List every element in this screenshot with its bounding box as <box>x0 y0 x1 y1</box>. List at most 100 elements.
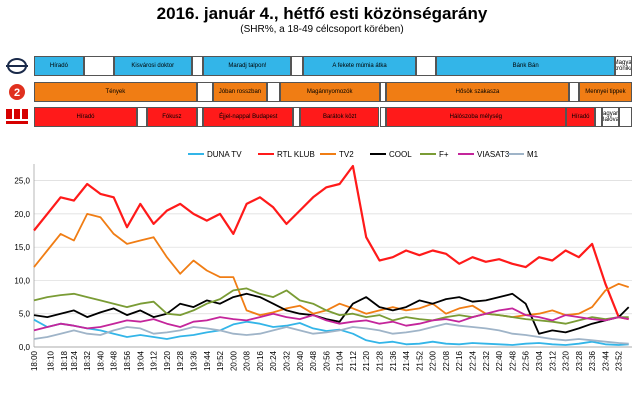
series-line-f- <box>33 287 629 325</box>
legend-label: TV2 <box>339 150 354 159</box>
m1-program-9: Magyar krónika <box>615 56 632 76</box>
x-tick-label: 21:20 <box>362 350 371 371</box>
x-tick-label: 19:28 <box>176 350 185 371</box>
legend-label: VIASAT3 <box>477 150 510 159</box>
x-tick-label: 18:10 <box>47 350 56 371</box>
rtl-logo-icon <box>6 109 28 124</box>
x-tick-label: 23:20 <box>562 350 571 371</box>
rtl-program-4: Éjjel-nappal Budapest <box>203 107 294 127</box>
chart-title: 2016. január 4., hétfő esti közönségarán… <box>156 4 488 23</box>
chart-subtitle: (SHR%, a 18-49 célcsoport körében) <box>240 24 404 35</box>
x-tick-label: 23:12 <box>548 350 557 371</box>
x-tick-label: 21:44 <box>402 350 411 371</box>
tv2-program-3 <box>266 82 280 102</box>
x-tick-label: 22:56 <box>522 350 531 371</box>
rtl-program-9: Híradó <box>565 107 596 127</box>
legend-label: M1 <box>527 150 539 159</box>
x-tick-label: 19:36 <box>189 350 198 371</box>
x-tick-label: 22:32 <box>482 350 491 371</box>
tv2-program-8: Mennyei tippek <box>578 82 632 102</box>
m1-program-5 <box>291 56 304 76</box>
tv2-program-0: Tények <box>34 82 197 102</box>
x-tick-label: 21:28 <box>376 350 385 371</box>
x-tick-label: 23:04 <box>535 350 544 371</box>
series-lines <box>33 164 630 346</box>
rtl-program-11: Magyarul Balóval <box>602 107 619 127</box>
x-tick-label: 23:44 <box>601 350 610 371</box>
y-axis: 0,0 5,0 10,0 15,0 20,0 25,0 <box>14 164 35 352</box>
tv2-program-6: Hősök szakasza <box>386 82 569 102</box>
series-line-rtl-klub <box>33 164 629 321</box>
x-tick-label: 21:52 <box>415 350 424 371</box>
rtl-program-8: Hálószoba mélység <box>386 107 566 127</box>
x-tick-label: 22:48 <box>508 350 517 371</box>
x-tick-label: 18:40 <box>96 350 105 371</box>
x-tick-label: 19:04 <box>136 350 145 371</box>
x-tick-label: 18:00 <box>30 350 39 371</box>
m1-logo-icon <box>6 58 28 74</box>
x-tick-label: 21:36 <box>389 350 398 371</box>
m1-program-4: Maradj talpon! <box>203 56 292 76</box>
m1-program-3 <box>191 56 204 76</box>
series-line-tv2 <box>33 213 629 319</box>
tv2-program-2: Jóban rosszban <box>213 82 267 102</box>
m1-program-6: A fekete múmia átka <box>303 56 417 76</box>
m1-program-7 <box>416 56 436 76</box>
tv2-program-4: Magánnyomozók <box>279 82 380 102</box>
series-line-duna-tv <box>33 318 629 346</box>
x-tick-label: 18:18 <box>60 350 69 371</box>
x-tick-label: 21:12 <box>349 350 358 371</box>
rtl-schedule-row: Híradó Fókusz Éjjel-nappal Budapest Barátok… <box>34 107 632 127</box>
tv2-program-7 <box>568 82 579 102</box>
x-tick-label: 20:40 <box>296 350 305 371</box>
m1-program-1 <box>83 56 114 76</box>
x-tick-label: 22:16 <box>455 350 464 371</box>
x-tick-label: 18:48 <box>110 350 119 371</box>
y-tick-label: 5,0 <box>19 310 31 319</box>
x-tick-label: 20:56 <box>322 350 331 371</box>
x-tick-label: 20:00 <box>229 350 238 371</box>
x-tick-label: 22:08 <box>442 350 451 371</box>
rtl-program-6: Barátok közt <box>299 107 380 127</box>
chart-legend: DUNA TV RTL KLUB TV2 COOL F+ VIASAT3 M1 <box>188 150 539 159</box>
rtl-program-2: Fókusz <box>146 107 197 127</box>
tv2-program-5 <box>379 82 387 102</box>
x-tick-label: 20:24 <box>269 350 278 371</box>
audience-share-chart: 0,05,010,015,020,025,0 18:00 18:10 18:18 18… <box>14 150 632 371</box>
rtl-program-10 <box>595 107 603 127</box>
y-tick-label: 0,0 <box>19 343 31 352</box>
x-tick-label: 19:20 <box>163 350 172 371</box>
rtl-program-0: Híradó <box>34 107 137 127</box>
y-tick-label: 15,0 <box>14 243 30 252</box>
x-tick-label: 20:08 <box>243 350 252 371</box>
x-tick-label: 18:32 <box>83 350 92 371</box>
y-tick-label: 20,0 <box>14 210 30 219</box>
svg-text:2: 2 <box>14 87 20 99</box>
m1-program-8: Bánk Bán <box>435 56 616 76</box>
x-tick-label: 21:04 <box>336 350 345 371</box>
x-tick-label: 23:52 <box>615 350 624 371</box>
m1-schedule-row: Híradó Kisvárosi doktor Maradj talpon! A fe… <box>34 56 632 76</box>
tv2-logo-icon: 2 <box>9 84 25 100</box>
series-line-viasat3 <box>33 307 629 332</box>
x-tick-label: 18:24 <box>70 350 79 371</box>
x-tick-label: 20:16 <box>256 350 265 371</box>
x-tick-label: 18:56 <box>123 350 132 371</box>
x-tick-label: 19:12 <box>150 350 159 371</box>
x-tick-label: 19:44 <box>203 350 212 371</box>
x-tick-label: 22:40 <box>495 350 504 371</box>
rtl-program-1 <box>136 107 147 127</box>
legend-label: COOL <box>389 150 412 159</box>
m1-program-2: Kisvárosi doktor <box>113 56 192 76</box>
x-tick-label: 22:00 <box>429 350 438 371</box>
tv2-program-1 <box>196 82 214 102</box>
x-tick-label: 19:52 <box>216 350 225 371</box>
series-line-cool <box>33 292 630 335</box>
tv2-schedule-row: Tények Jóban rosszban Magánnyomozók Hősök s… <box>34 82 632 102</box>
x-tick-label: 22:24 <box>469 350 478 371</box>
rtl-program-3 <box>196 107 204 127</box>
x-tick-label: 20:32 <box>282 350 291 371</box>
x-tick-label: 20:48 <box>309 350 318 371</box>
legend-label: F+ <box>439 150 449 159</box>
series-line-m1 <box>33 322 629 345</box>
